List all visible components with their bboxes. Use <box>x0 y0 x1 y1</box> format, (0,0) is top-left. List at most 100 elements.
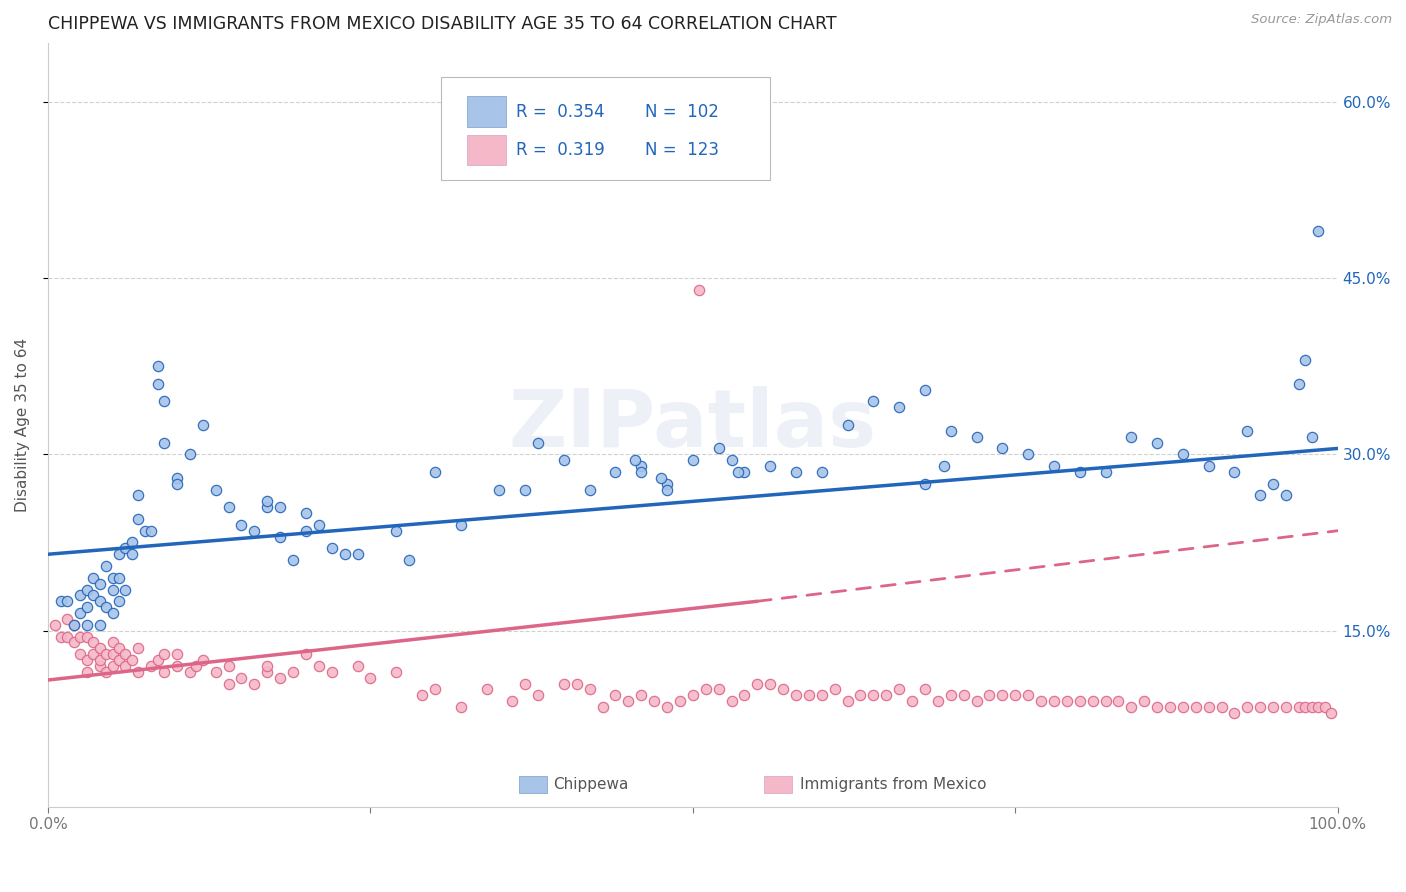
Point <box>153 647 176 661</box>
Point <box>114 647 136 661</box>
Point <box>101 571 124 585</box>
Text: N =  102: N = 102 <box>645 103 718 120</box>
Point <box>934 459 956 474</box>
Point <box>63 617 86 632</box>
Point <box>141 659 163 673</box>
Point <box>256 659 278 673</box>
Point <box>76 665 98 679</box>
Text: ZIPatlas: ZIPatlas <box>509 386 877 464</box>
Point <box>1249 700 1271 714</box>
Point <box>759 459 782 474</box>
Point <box>849 688 872 702</box>
Point <box>1223 706 1246 720</box>
Point <box>797 688 820 702</box>
Point <box>1288 700 1310 714</box>
Point <box>146 653 169 667</box>
Point <box>218 659 240 673</box>
Point <box>527 688 550 702</box>
Point <box>1121 430 1143 444</box>
Point <box>114 659 136 673</box>
Point <box>114 541 136 556</box>
Point <box>862 688 884 702</box>
Point <box>256 500 278 515</box>
Point <box>695 682 717 697</box>
Point <box>127 665 149 679</box>
Point <box>914 682 936 697</box>
Point <box>1029 694 1052 708</box>
Point <box>824 682 846 697</box>
Point <box>501 694 523 708</box>
Point <box>49 630 72 644</box>
Text: Immigrants from Mexico: Immigrants from Mexico <box>800 777 987 792</box>
Point <box>707 442 730 456</box>
Point <box>810 465 832 479</box>
Point <box>108 594 131 608</box>
Point <box>191 653 214 667</box>
Point <box>1094 465 1116 479</box>
Point <box>1171 447 1194 461</box>
Point <box>76 600 98 615</box>
Point <box>1211 700 1233 714</box>
Point <box>759 676 782 690</box>
Point <box>643 694 665 708</box>
Point <box>527 435 550 450</box>
Point <box>231 517 253 532</box>
Point <box>553 676 575 690</box>
Point <box>939 424 962 438</box>
Point <box>89 617 111 632</box>
Point <box>76 653 98 667</box>
Point <box>94 665 117 679</box>
Point <box>108 653 131 667</box>
Point <box>179 665 201 679</box>
Point <box>889 682 911 697</box>
Point <box>810 688 832 702</box>
Point <box>101 647 124 661</box>
Point <box>565 676 588 690</box>
Point <box>450 517 472 532</box>
Point <box>1301 700 1323 714</box>
Point <box>1275 700 1298 714</box>
Point <box>1069 465 1091 479</box>
Point <box>359 671 381 685</box>
Point <box>650 471 672 485</box>
Text: Source: ZipAtlas.com: Source: ZipAtlas.com <box>1251 13 1392 27</box>
Point <box>630 465 652 479</box>
Point <box>1081 694 1104 708</box>
Point <box>991 688 1014 702</box>
Point <box>707 682 730 697</box>
Point <box>295 524 318 538</box>
Point <box>108 547 131 561</box>
Point <box>94 559 117 574</box>
Point <box>515 483 537 497</box>
Point <box>398 553 420 567</box>
Point <box>1004 688 1026 702</box>
Point <box>914 383 936 397</box>
Point <box>231 671 253 685</box>
Point <box>785 465 807 479</box>
Bar <box>763 776 792 793</box>
Bar <box>519 776 547 793</box>
Point <box>269 500 291 515</box>
Point <box>101 659 124 673</box>
Point <box>1288 376 1310 391</box>
Point <box>101 582 124 597</box>
Point <box>204 665 226 679</box>
Point <box>146 359 169 373</box>
Point <box>624 453 647 467</box>
Point <box>127 641 149 656</box>
Point <box>1236 700 1258 714</box>
Point <box>166 659 188 673</box>
Point <box>682 453 704 467</box>
Point <box>423 682 446 697</box>
Point <box>1017 447 1039 461</box>
Point <box>153 665 176 679</box>
Point <box>166 647 188 661</box>
Point <box>1043 694 1066 708</box>
Point <box>991 442 1014 456</box>
Point <box>269 530 291 544</box>
Point <box>966 694 988 708</box>
Point <box>127 488 149 502</box>
Point <box>101 635 124 649</box>
Point <box>1275 488 1298 502</box>
Point <box>321 665 343 679</box>
